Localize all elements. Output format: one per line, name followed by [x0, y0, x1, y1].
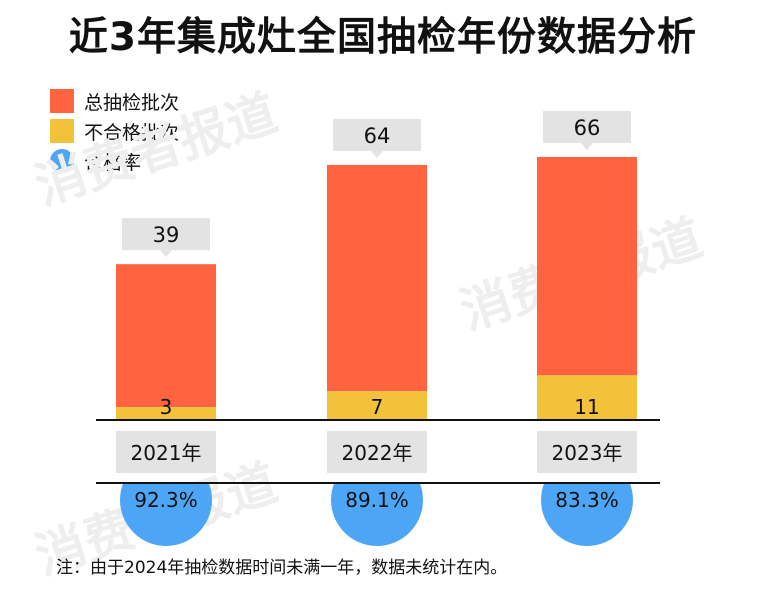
callout-pointer: [581, 143, 593, 150]
total-value-callout: [543, 111, 631, 143]
pass-rate-label: 92.3%: [134, 488, 198, 512]
failed-value-label: 7: [371, 395, 384, 419]
callout-pointer: [371, 150, 383, 158]
total-value-label: 39: [153, 223, 180, 247]
total-value-label: 66: [574, 116, 601, 140]
category-label-box: [116, 431, 216, 473]
callout-pointer: [160, 250, 172, 258]
bar-failed-2: [327, 391, 427, 419]
category-label-box: [537, 431, 637, 473]
bar-failed-3: [537, 375, 637, 419]
legend-label-pass-rate: 合格率: [84, 151, 142, 174]
legend-swatch-failed: [50, 119, 74, 143]
category-label: 2022年: [342, 441, 413, 465]
legend-swatch-total: [50, 89, 74, 113]
bar-total-2: [327, 164, 427, 392]
total-value-callout: [122, 218, 210, 251]
failed-value-label: 3: [160, 395, 173, 419]
pass-rate-bubbles: [120, 483, 633, 546]
pass-rate-label: 83.3%: [555, 488, 619, 512]
bar-total-1: [116, 264, 216, 408]
legend-item-pass-rate: 合格率: [50, 146, 179, 176]
total-value-callout: [333, 118, 421, 151]
failed-value-label: 11: [574, 395, 599, 419]
category-label: 2021年: [131, 441, 202, 465]
category-label-box: [327, 431, 427, 473]
legend-label-total: 总抽检批次: [84, 91, 180, 114]
legend-item-total: 总抽检批次: [50, 86, 179, 116]
chart-title: 近3年集成灶全国抽检年份数据分析: [68, 15, 698, 60]
bar-failed-1: [116, 407, 216, 419]
legend-label-failed: 不合格批次: [84, 121, 180, 144]
pass-rate-bubble: [331, 483, 423, 546]
pass-rate-bubble: [541, 483, 633, 546]
bar-total-3: [537, 157, 637, 376]
pass-rate-bubble: [120, 483, 212, 546]
footnote: 注：由于2024年抽检数据时间未满一年，数据未统计在内。: [56, 558, 508, 578]
legend-item-failed: 不合格批次: [50, 116, 179, 146]
total-value-label: 64: [364, 124, 391, 148]
legend: 总抽检批次 不合格批次 合格率: [50, 86, 179, 176]
pass-rate-label: 89.1%: [345, 488, 409, 512]
legend-swatch-pass-rate: [50, 149, 74, 173]
category-label: 2023年: [552, 441, 623, 465]
